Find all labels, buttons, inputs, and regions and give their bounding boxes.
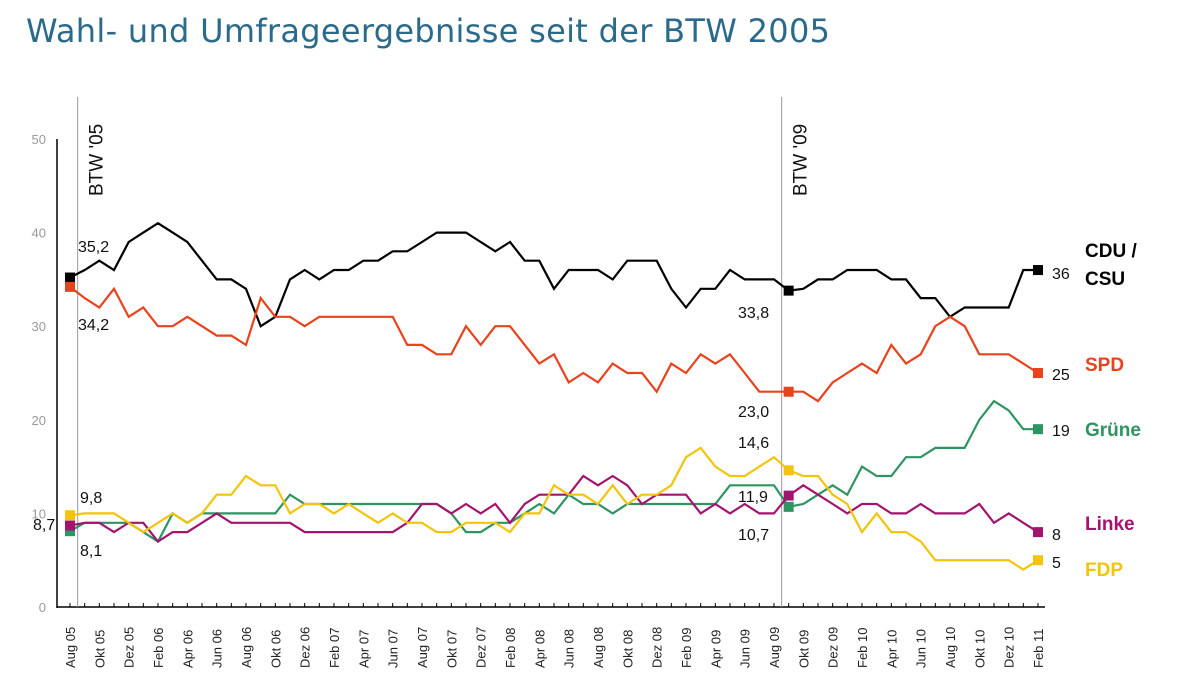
election-marker-label: BTW '09	[791, 124, 812, 196]
x-tick-label: Apr 10	[884, 630, 899, 668]
x-tick-label: Jun 07	[386, 629, 401, 668]
x-tick-label: Aug 10	[943, 627, 958, 668]
series-line-grüne	[69, 399, 1038, 544]
data-marker	[783, 501, 794, 512]
x-tick-label: Feb 09	[679, 628, 694, 668]
x-tick-label: Okt 10	[972, 630, 987, 668]
data-marker	[783, 285, 794, 296]
y-tick-label: 50	[32, 132, 46, 147]
x-tick-label: Okt 09	[796, 630, 811, 668]
x-tick-label: Okt 08	[620, 630, 635, 668]
x-tick-label: Feb 10	[855, 628, 870, 668]
btw09-value-label: 23,0	[738, 404, 769, 421]
data-marker	[1033, 555, 1043, 566]
legend-label: Grüne	[1085, 420, 1141, 441]
x-tick-label: Apr 07	[356, 630, 371, 668]
axes: 0 10 20 30 40 50 Aug 05 Okt 05 Dez 05 Feb 06 Apr 0…	[32, 97, 1046, 668]
x-tick-label: Aug 06	[239, 627, 254, 668]
start-value-label: 35,2	[78, 239, 109, 256]
y-tick-label: 40	[32, 226, 46, 241]
data-marker	[783, 386, 794, 397]
y-tick-label: 20	[32, 413, 46, 428]
legend-label: CDU /	[1085, 241, 1137, 262]
x-tick-label: Jun 08	[562, 629, 577, 668]
x-tick-label: Feb 06	[151, 628, 166, 668]
y-tick-label: 30	[32, 319, 46, 334]
start-value-label: 34,2	[78, 317, 109, 334]
x-tick-label: Okt 07	[444, 630, 459, 668]
data-marker	[65, 510, 75, 521]
x-tick-label: Dez 06	[298, 627, 313, 668]
legend-label: Linke	[1085, 514, 1135, 535]
btw09-value-label: 14,6	[738, 435, 769, 452]
data-marker	[65, 281, 75, 292]
x-tick-label: Dez 10	[1002, 627, 1017, 668]
election-marker-label: BTW '05	[87, 124, 108, 196]
legend-label: FDP	[1085, 560, 1123, 581]
start-value-label: 8,7	[33, 517, 55, 534]
end-value-label: 36	[1052, 266, 1070, 283]
data-marker	[65, 520, 75, 531]
btw09-value-label: 33,8	[738, 305, 769, 322]
x-tick-label: Aug 05	[63, 627, 78, 668]
x-tick-label: Dez 05	[122, 627, 137, 668]
x-tick-label: Dez 08	[650, 627, 665, 668]
start-value-label: 8,1	[80, 543, 102, 560]
x-tick-label: Okt 05	[92, 630, 107, 668]
data-marker	[65, 272, 75, 283]
x-tick-label: Jun 10	[914, 629, 929, 668]
btw09-value-label: 10,7	[738, 527, 769, 544]
data-marker	[783, 465, 794, 476]
x-tick-label: Feb 08	[503, 628, 518, 668]
legend-label: CSU	[1085, 269, 1125, 290]
series-line-linke	[69, 474, 1039, 543]
legend-label: SPD	[1085, 355, 1124, 376]
x-tick-label: Jun 06	[210, 629, 225, 668]
x-tick-label: Feb 11	[1031, 628, 1046, 668]
x-tick-label: Aug 07	[415, 627, 430, 668]
x-tick-label: Okt 06	[268, 630, 283, 668]
x-tick-label: Aug 09	[767, 627, 782, 668]
end-value-label: 19	[1052, 423, 1070, 440]
y-tick-label: 0	[39, 600, 46, 615]
series-lines	[65, 221, 1043, 571]
series-line-fdp	[69, 446, 1039, 571]
end-value-label: 8	[1052, 527, 1061, 544]
btw09-value-label: 11,9	[738, 489, 768, 506]
x-tick-label: Apr 06	[180, 630, 195, 668]
series-line-spd	[69, 286, 1039, 403]
series-line-cducsu	[69, 221, 1038, 328]
data-labels: 35,2 33,8 36 CDU / CSU 34,2 23,0 25 SPD 8,1 10,7 19…	[33, 239, 1141, 581]
chart-title: Wahl- und Umfrageergebnisse seit der BTW…	[26, 12, 831, 50]
data-marker	[65, 526, 75, 537]
x-tick-label: Apr 08	[532, 630, 547, 668]
x-tick-label: Aug 08	[591, 627, 606, 668]
data-marker	[1033, 527, 1043, 538]
start-value-label: 9,8	[80, 490, 102, 507]
x-tick-label: Feb 07	[327, 628, 342, 668]
end-value-label: 25	[1052, 367, 1070, 384]
data-marker	[1033, 368, 1043, 378]
x-tick-label: Dez 09	[826, 627, 841, 668]
data-marker	[783, 490, 794, 501]
end-value-label: 5	[1052, 555, 1061, 572]
y-tick-label: 10	[32, 506, 46, 521]
x-tick-label: Jun 09	[738, 629, 753, 668]
x-tick-label: Apr 09	[708, 630, 723, 668]
data-marker	[1033, 265, 1043, 276]
data-marker	[1033, 424, 1043, 435]
x-tick-label: Dez 07	[474, 627, 489, 668]
